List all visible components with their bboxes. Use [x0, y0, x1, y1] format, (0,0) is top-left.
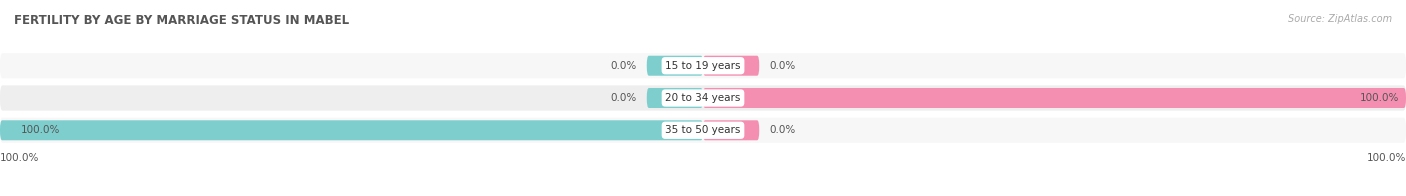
- FancyBboxPatch shape: [647, 88, 703, 108]
- Text: 0.0%: 0.0%: [770, 61, 796, 71]
- FancyBboxPatch shape: [0, 120, 703, 140]
- Text: 0.0%: 0.0%: [770, 125, 796, 135]
- FancyBboxPatch shape: [647, 56, 703, 76]
- Text: 100.0%: 100.0%: [21, 125, 60, 135]
- Text: 20 to 34 years: 20 to 34 years: [665, 93, 741, 103]
- Text: 0.0%: 0.0%: [610, 61, 637, 71]
- Text: FERTILITY BY AGE BY MARRIAGE STATUS IN MABEL: FERTILITY BY AGE BY MARRIAGE STATUS IN M…: [14, 14, 349, 27]
- FancyBboxPatch shape: [703, 88, 1406, 108]
- Text: 100.0%: 100.0%: [0, 153, 39, 163]
- FancyBboxPatch shape: [0, 53, 1406, 78]
- Text: 100.0%: 100.0%: [1367, 153, 1406, 163]
- Text: 100.0%: 100.0%: [1360, 93, 1399, 103]
- Text: 35 to 50 years: 35 to 50 years: [665, 125, 741, 135]
- FancyBboxPatch shape: [0, 85, 1406, 111]
- FancyBboxPatch shape: [703, 56, 759, 76]
- Text: Source: ZipAtlas.com: Source: ZipAtlas.com: [1288, 14, 1392, 24]
- FancyBboxPatch shape: [703, 120, 759, 140]
- Text: 0.0%: 0.0%: [610, 93, 637, 103]
- FancyBboxPatch shape: [0, 118, 1406, 143]
- Text: 15 to 19 years: 15 to 19 years: [665, 61, 741, 71]
